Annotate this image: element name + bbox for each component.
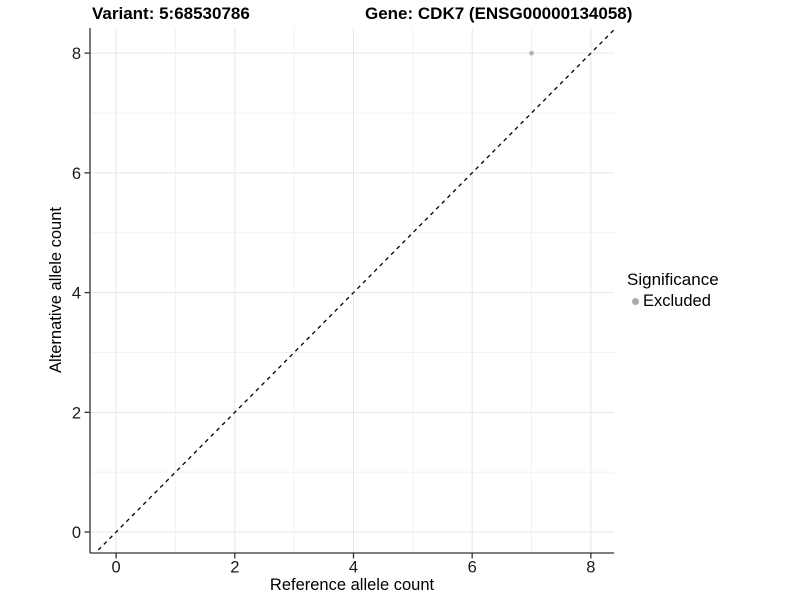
x-tick-label: 6	[468, 559, 477, 577]
scatter-point	[529, 50, 534, 56]
legend-title: Significance	[627, 270, 719, 289]
identity-line	[94, 28, 614, 553]
y-tick-label: 2	[72, 404, 81, 422]
plot-title-variant: Variant: 5:68530786	[92, 4, 250, 23]
plot-title-gene: Gene: CDK7 (ENSG00000134058)	[365, 4, 633, 23]
legend: Significance Excluded	[627, 270, 719, 311]
x-axis-title: Reference allele count	[269, 576, 435, 594]
legend-entries: Excluded	[627, 292, 719, 311]
x-tick-label: 2	[230, 559, 239, 577]
legend-entry: Excluded	[627, 292, 719, 311]
y-tick-label: 4	[72, 285, 81, 303]
y-tick-label: 6	[72, 165, 81, 183]
y-axis-title: Alternative allele count	[47, 207, 65, 374]
legend-key	[627, 294, 643, 310]
x-tick-label: 4	[349, 559, 358, 577]
x-tick-label: 8	[586, 559, 595, 577]
y-tick-label: 0	[72, 524, 81, 542]
x-tick-label: 0	[112, 559, 121, 577]
y-tick-label: 8	[72, 45, 81, 63]
legend-entry-label: Excluded	[643, 292, 711, 310]
legend-point-icon	[631, 298, 639, 305]
